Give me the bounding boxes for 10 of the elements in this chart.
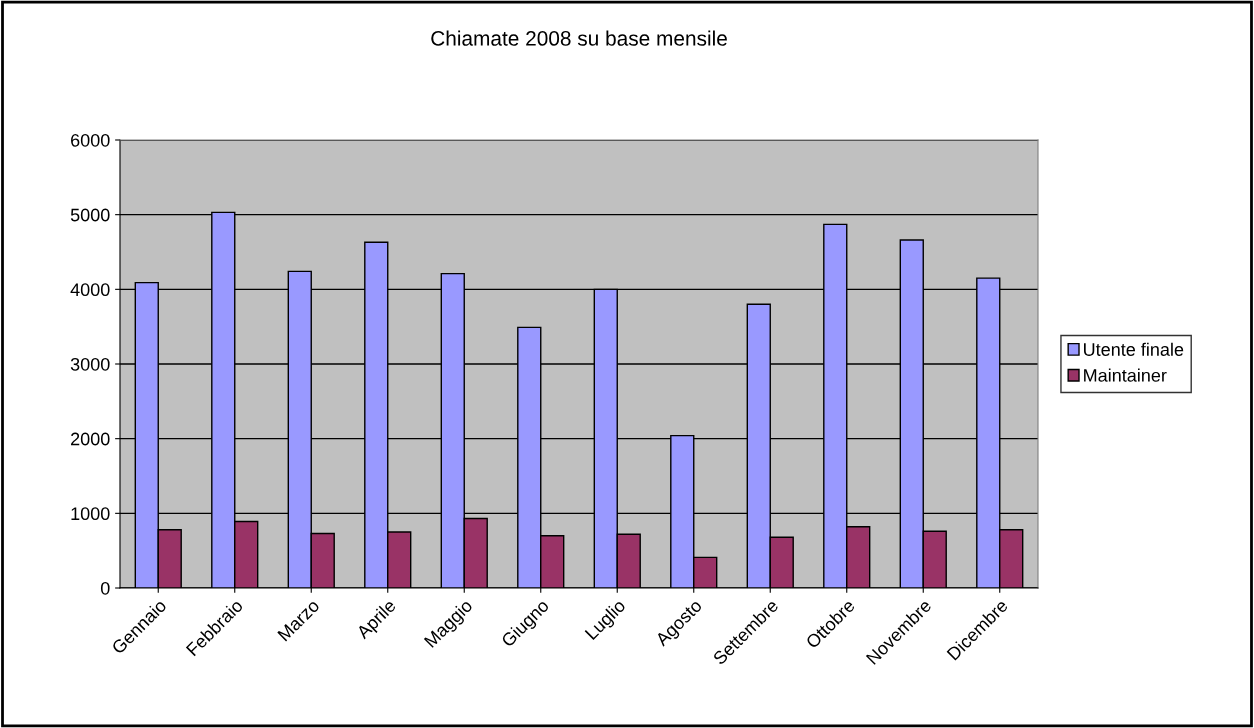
y-tick-label: 4000 <box>70 283 110 297</box>
legend-label: Maintainer <box>1084 368 1167 382</box>
y-tick-label: 2000 <box>71 432 110 446</box>
y-tick-label: 5000 <box>70 208 110 222</box>
y-tick-label: 6000 <box>71 133 110 147</box>
chart-title: Chiamate 2008 su base mensile <box>431 30 727 46</box>
y-tick-label: 3000 <box>70 357 110 371</box>
y-tick-label: 1000 <box>71 507 110 521</box>
y-tick-label: 0 <box>100 581 110 595</box>
legend-label: Utente finale <box>1084 342 1184 356</box>
